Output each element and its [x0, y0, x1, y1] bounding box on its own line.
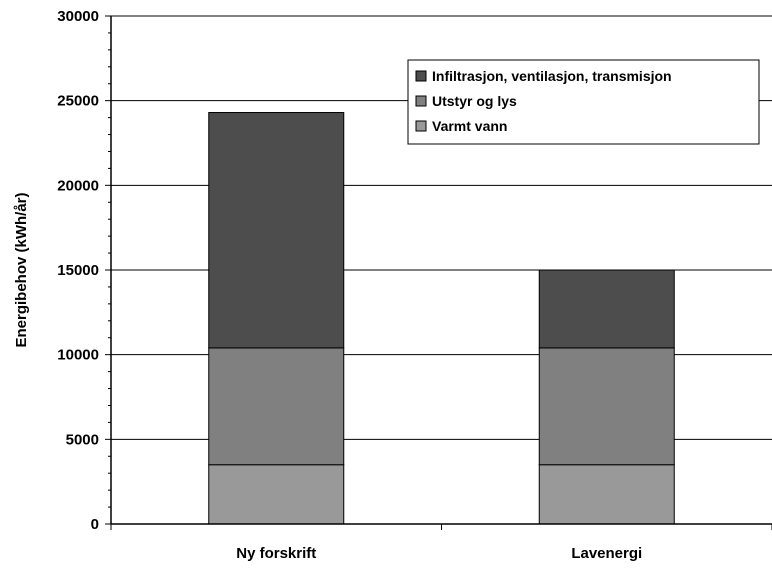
bar-0-series-2	[208, 112, 345, 349]
legend-label-1: Utstyr og lys	[432, 93, 517, 109]
x-tick-labels: Ny forskrift Lavenergi	[236, 545, 642, 562]
y-tick-label-3: 15000	[57, 262, 99, 279]
y-tick-label-2: 10000	[57, 347, 99, 364]
legend: Infiltrasjon, ventilasjon, transmisjon Ut…	[407, 59, 760, 145]
x-tick-label-0: Ny forskrift	[236, 545, 316, 562]
legend-label-0: Infiltrasjon, ventilasjon, transmisjon	[432, 68, 672, 84]
y-tick-labels: 0 5000 10000 15000 20000 25000 30000	[57, 8, 99, 533]
bar-1-series-0	[538, 464, 675, 525]
legend-box	[407, 59, 760, 145]
bar-1-series-1	[538, 347, 675, 466]
legend-swatch-2	[415, 120, 427, 132]
axes	[105, 15, 772, 530]
legend-label-2: Varmt vann	[432, 118, 507, 134]
bar-0-series-1	[208, 347, 345, 466]
bars	[208, 112, 675, 525]
bar-0-series-0	[208, 464, 345, 525]
y-tick-label-6: 30000	[57, 8, 99, 25]
y-axis-label: Energibehov (kWh/år)	[13, 192, 30, 347]
y-tick-label-1: 5000	[66, 431, 99, 448]
y-tick-label-5: 25000	[57, 93, 99, 110]
bar-1-series-2	[538, 269, 675, 349]
legend-swatch-1	[415, 95, 427, 107]
y-tick-label-0: 0	[91, 516, 99, 533]
y-tick-label-4: 20000	[57, 177, 99, 194]
x-tick-label-1: Lavenergi	[571, 545, 642, 562]
legend-swatch-0	[415, 70, 427, 82]
